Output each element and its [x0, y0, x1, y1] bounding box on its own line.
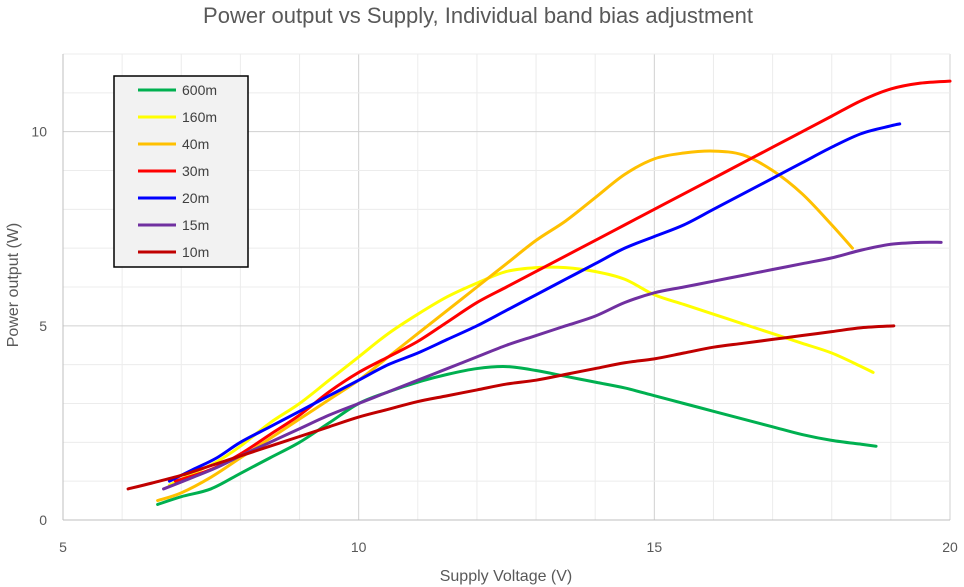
gridlines: [62, 53, 951, 521]
series-line-20m: [167, 122, 902, 483]
x-tick-label: 5: [59, 539, 67, 555]
y-tick-label: 10: [31, 124, 47, 140]
x-tick-label: 15: [647, 539, 663, 555]
series-lines: [126, 79, 952, 506]
x-tick-label: 10: [351, 539, 367, 555]
legend-label-15m: 15m: [182, 217, 209, 233]
series-line-40m: [156, 149, 854, 503]
legend-label-10m: 10m: [182, 244, 209, 260]
chart-title: Power output vs Supply, Individual band …: [203, 3, 753, 28]
y-tick-label: 5: [39, 318, 47, 334]
x-tick-label: 20: [942, 539, 958, 555]
legend-label-40m: 40m: [182, 136, 209, 152]
legend-label-20m: 20m: [182, 190, 209, 206]
y-tick-label: 0: [39, 512, 47, 528]
legend: 600m 160m 40m 30m 20m 15m 10m: [113, 75, 249, 268]
series-line-160m: [167, 265, 875, 487]
series-line-600m: [156, 365, 878, 506]
series-line-30m: [173, 79, 952, 483]
legend-label-30m: 30m: [182, 163, 209, 179]
x-axis-title: Supply Voltage (V): [440, 568, 573, 585]
axes: [62, 54, 950, 521]
legend-label-160m: 160m: [182, 109, 217, 125]
series-line-10m: [126, 324, 896, 491]
series-line-15m: [162, 240, 943, 491]
y-axis-title: Power output (W): [5, 223, 22, 347]
legend-label-600m: 600m: [182, 82, 217, 98]
legend-box: [113, 75, 249, 268]
